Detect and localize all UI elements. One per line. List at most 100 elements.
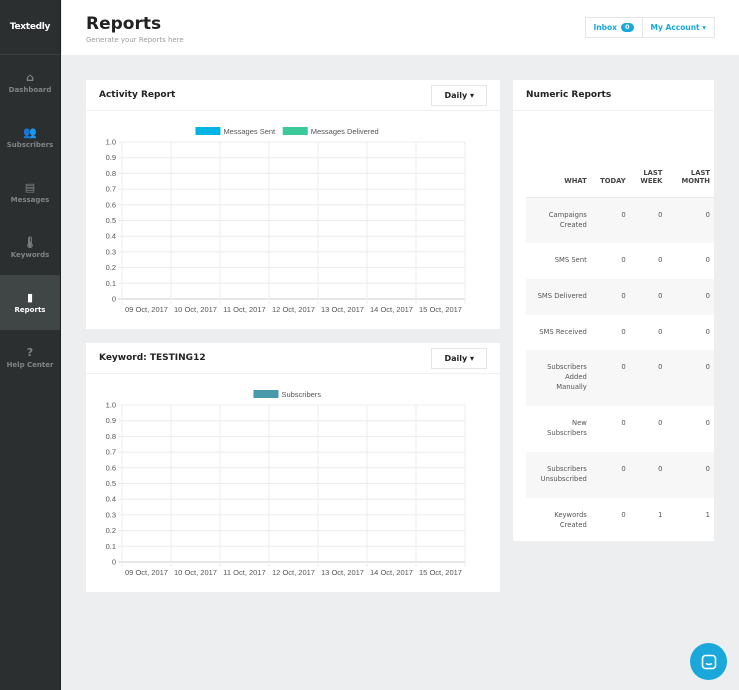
table-row: Keywords Created 0 1 1 [526,498,714,548]
x-tick-label: 13 Oct, 2017 [321,305,364,314]
legend-label: Subscribers [281,390,321,399]
y-tick-label: 0.5 [106,479,116,488]
value-cell: 1 [658,511,663,519]
metric-name: Subscribers Unsubscribed [526,452,591,498]
legend-swatch [282,127,308,135]
value-cell: 0 [705,419,710,427]
y-tick-label: 0.1 [106,279,116,288]
column-header: WHAT [526,132,591,198]
value-cell: 0 [658,256,663,264]
y-tick-label: 0.4 [106,495,116,504]
help-icon: ? [26,345,34,359]
value-cell: 0 [621,419,626,427]
sidebar-item-label: Dashboard [8,85,52,94]
sidebar-item-dashboard[interactable]: ⌂ Dashboard [0,55,60,110]
legend-swatch [195,127,221,135]
message-icon: ▤ [24,180,36,194]
value-cell: 0 [621,328,626,336]
x-tick-label: 14 Oct, 2017 [370,568,413,577]
y-tick-label: 0.7 [106,185,116,194]
sidebar-item-messages[interactable]: ▤ Messages [0,165,60,220]
thermometer-icon: 🌡 [23,235,37,249]
value-cell: 0 [621,511,626,519]
x-tick-label: 15 Oct, 2017 [419,568,462,577]
value-cell: 0 [629,197,667,243]
legend-swatch [253,390,279,398]
activity-report-title: Activity Report [86,80,500,111]
metric-name: New Subscribers [547,419,587,437]
bar-chart-icon: ▮ [26,290,34,304]
x-tick-label: 11 Oct, 2017 [223,305,265,314]
keyword-period-dropdown[interactable]: Daily ▾ [431,348,487,369]
keyword-chart: 0 0.1 0.2 0.3 0.4 0.5 0.6 0.7 0.8 0.9 1.0 09 Oct, 2… [106,390,466,577]
value-cell: 0 [590,452,630,498]
keyword-report-title: Keyword: TESTING12 [86,343,500,374]
sidebar-item-label: Help Center [6,360,54,369]
inbox-button[interactable]: Inbox 0 [586,18,642,37]
value-cell: 0 [658,328,663,336]
value-cell: 0 [666,452,714,498]
y-tick-label: 1.0 [106,401,116,410]
metric-name: Keywords Created [554,511,587,529]
metric-name: Campaigns Created [526,197,591,243]
metric-name: SMS Sent [554,256,587,264]
value-cell: 0 [590,350,630,406]
page-subtitle: Generate your Reports here [86,36,184,44]
header: Reports Generate your Reports here Inbox… [62,0,739,55]
sidebar-item-help-center[interactable]: ? Help Center [0,330,60,385]
inbox-label: Inbox [593,23,618,32]
y-tick-label: 0.6 [106,200,116,209]
x-tick-label: 09 Oct, 2017 [125,568,168,577]
chat-icon [701,654,716,669]
numeric-reports-title: Numeric Reports [513,80,714,111]
y-tick-label: 0.6 [106,463,116,472]
numeric-reports-table: WHAT TODAY LAST WEEK LAST MONTH Campaigns Cr… [526,132,714,548]
sidebar-item-reports[interactable]: ▮ Reports [0,275,60,330]
activity-period-dropdown[interactable]: Daily ▾ [431,85,487,106]
sidebar-item-label: Keywords [10,250,50,259]
page-title: Reports [86,14,162,34]
chat-button[interactable] [690,643,727,680]
y-tick-label: 0 [112,558,116,567]
legend-label: Messages Delivered [311,127,379,136]
table-row: New Subscribers 0 0 0 [526,406,714,452]
y-tick-label: 0.2 [106,263,116,272]
y-tick-label: 1.0 [106,138,116,147]
value-cell: 0 [705,256,710,264]
column-header: LAST MONTH [666,132,714,198]
x-tick-label: 10 Oct, 2017 [174,568,217,577]
table-row: Campaigns Created 0 0 0 [526,197,714,243]
table-row: SMS Received 0 0 0 [526,315,714,350]
value-cell: 1 [705,511,710,519]
y-tick-label: 0.4 [106,232,116,241]
activity-report-card: Activity Report Daily ▾ 0 0.1 0.2 0.3 0.4 0.5… [86,80,500,329]
x-tick-label: 13 Oct, 2017 [321,568,364,577]
table-row: SMS Delivered 0 0 0 [526,279,714,315]
y-tick-label: 0.8 [106,169,116,178]
x-tick-label: 10 Oct, 2017 [174,305,217,314]
keyword-report-card: Keyword: TESTING12 Daily ▾ 0 0.1 0.2 0.3 0.4… [86,343,500,592]
metric-name: SMS Delivered [526,279,591,315]
value-cell: 0 [658,419,663,427]
y-tick-label: 0.7 [106,448,116,457]
sidebar-item-subscribers[interactable]: 👥 Subscribers [0,110,60,165]
table-row: Subscribers Unsubscribed 0 0 0 [526,452,714,498]
sidebar-item-keywords[interactable]: 🌡 Keywords [0,220,60,275]
sidebar-item-label: Subscribers [6,140,54,149]
value-cell: 0 [621,256,626,264]
x-tick-label: 12 Oct, 2017 [272,568,315,577]
column-header: LAST WEEK [629,132,667,198]
column-header: TODAY [590,132,630,198]
y-tick-label: 0.9 [106,153,116,162]
y-tick-label: 0.8 [106,432,116,441]
value-cell: 0 [590,197,630,243]
value-cell: 0 [705,328,710,336]
logo[interactable]: Textedly [0,0,60,55]
users-icon: 👥 [23,125,37,139]
value-cell: 0 [666,197,714,243]
x-tick-label: 11 Oct, 2017 [223,568,265,577]
home-icon: ⌂ [26,70,34,84]
table-row: SMS Sent 0 0 0 [526,243,714,279]
y-tick-label: 0.9 [106,416,116,425]
my-account-dropdown[interactable]: My Account ▾ [641,18,714,37]
